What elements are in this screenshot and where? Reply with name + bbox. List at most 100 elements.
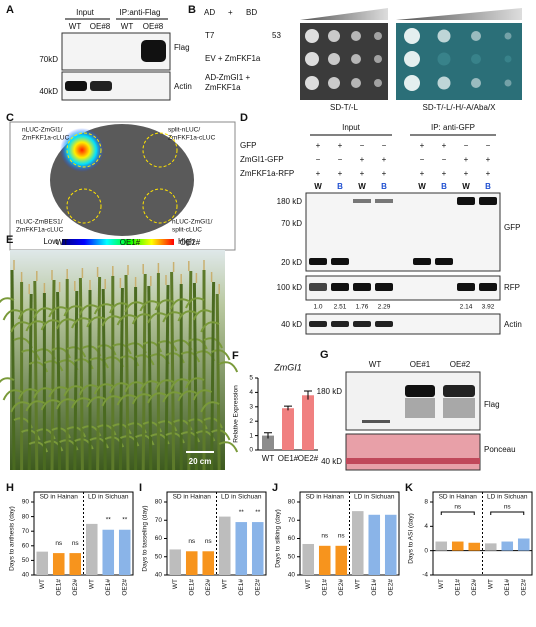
panel-letter: D (240, 112, 248, 124)
leaf (71, 317, 91, 329)
leaf (21, 429, 41, 441)
region (66, 132, 102, 168)
significance: ns (338, 533, 346, 540)
label: Low (43, 237, 58, 246)
marker: 40 kD (321, 457, 342, 466)
panel-letter: K (405, 482, 413, 494)
bar (262, 435, 274, 450)
y-tick-label: 40 (155, 572, 163, 579)
stalk (215, 293, 221, 471)
stalk (96, 276, 102, 471)
row-label: 53 (272, 31, 281, 40)
leaf (116, 394, 137, 406)
bar (501, 541, 514, 551)
header: Input (342, 123, 361, 132)
marker: 180 kD (277, 197, 303, 206)
colony (404, 75, 420, 91)
y-tick-label: 50 (155, 553, 163, 560)
sign: + (486, 169, 491, 178)
band (457, 197, 475, 205)
leaf (185, 297, 205, 309)
band (331, 321, 349, 327)
bar (368, 514, 381, 575)
light: B (441, 182, 447, 191)
header: IP:anti-Flag (120, 8, 161, 17)
band-label: Actin (174, 82, 192, 91)
x-tick-label: WT (172, 579, 179, 589)
leaf (2, 389, 23, 401)
bar (451, 541, 464, 551)
y-axis-label: Days to ASI (day) (408, 513, 415, 564)
significance: ns (188, 538, 196, 545)
panel-letter: E (6, 234, 13, 246)
leaf (28, 441, 49, 453)
sign: + (464, 169, 469, 178)
leaf (55, 318, 76, 330)
leaf (180, 431, 201, 443)
leaf (112, 423, 132, 435)
leaf (40, 399, 61, 411)
marker: 40kD (39, 87, 58, 96)
significance: ns (72, 540, 80, 547)
leaf (109, 302, 129, 314)
leaf (180, 351, 201, 363)
stalk (56, 291, 62, 471)
y-axis-label: Days to tasseling (day) (142, 505, 149, 571)
y-tick-label: 70 (288, 517, 296, 524)
band (405, 385, 435, 397)
leaf (17, 308, 38, 320)
sign: + (338, 169, 343, 178)
blot (305, 313, 501, 335)
leaf (124, 301, 144, 313)
label: OE1# (120, 238, 141, 247)
lane: OE#1 (410, 360, 431, 369)
colony (471, 31, 481, 41)
band (457, 283, 475, 291)
leaf (86, 316, 106, 328)
band-label: Flag (174, 43, 190, 52)
leaf (109, 382, 129, 394)
band (375, 283, 393, 291)
row-label: AD-ZmGI1 + (205, 73, 250, 82)
light: B (381, 182, 387, 191)
panel-letter: F (232, 350, 239, 362)
colony (328, 30, 340, 42)
label: OE2# (180, 238, 201, 247)
group-label: SD in Hainan (306, 494, 345, 501)
lane: OE#8 (90, 22, 111, 31)
ratio: 2.14 (460, 304, 473, 311)
band (353, 283, 371, 291)
leaf (51, 427, 71, 439)
significance: ns (504, 504, 512, 511)
band (65, 81, 87, 91)
chart-title: ZmGI1 (273, 362, 302, 372)
bar (118, 529, 131, 575)
significance: ** (239, 509, 245, 516)
y-tick-label: 50 (22, 557, 30, 564)
x-tick-label: WT (221, 579, 228, 589)
leaf (33, 307, 53, 319)
row-label: GFP (240, 141, 256, 150)
leaf (51, 347, 71, 359)
ratio: 1.0 (313, 304, 322, 311)
row-label: ZmFKF1a (205, 83, 241, 92)
light: B (485, 182, 491, 191)
group-label: SD in Hainan (439, 494, 478, 501)
bracket (490, 511, 525, 515)
band (141, 40, 166, 62)
y-tick-label: 70 (155, 517, 163, 524)
bar (102, 529, 115, 575)
band (375, 199, 393, 203)
y-tick-label: 80 (155, 499, 163, 506)
sign: − (420, 155, 425, 164)
y-tick-label: 60 (288, 535, 296, 542)
sign: − (442, 155, 447, 164)
group-label: SD in Hainan (173, 494, 212, 501)
x-tick-label: OE1# (188, 579, 195, 596)
lane: OE#8 (143, 22, 164, 31)
band-label: Actin (504, 320, 522, 329)
marker: 70 kD (281, 219, 302, 228)
stalk (147, 285, 153, 471)
colony (504, 32, 512, 40)
smear (405, 398, 435, 418)
